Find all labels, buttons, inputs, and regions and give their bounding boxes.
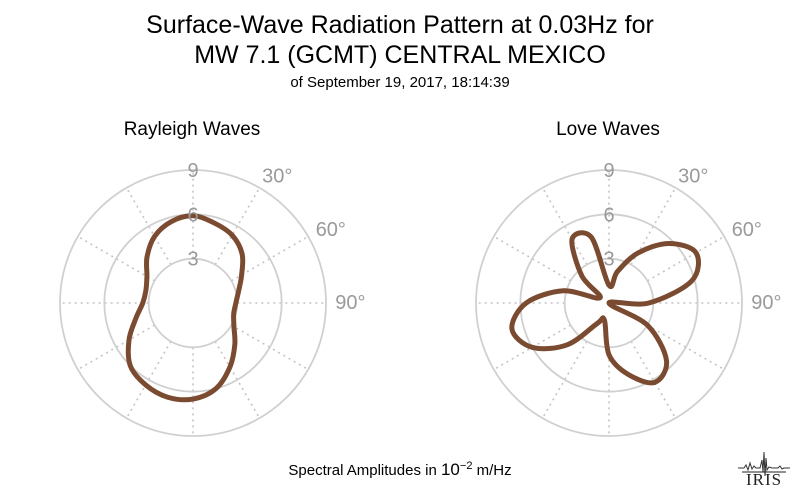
grid-spoke xyxy=(646,324,725,371)
r-tick-label: 6 xyxy=(187,204,198,226)
r-tick-label: 9 xyxy=(603,160,614,182)
chart-title-line-2: MW 7.1 (GCMT) CENTRAL MEXICO xyxy=(194,41,606,69)
grid-spoke xyxy=(630,340,677,419)
iris-logo: IRIS xyxy=(736,438,792,489)
theta-tick-label: 30° xyxy=(678,165,708,187)
footer-units-base: 10 xyxy=(440,460,460,479)
grid-spoke xyxy=(493,235,572,282)
polar-panel-0: 3 6 9 30° 60° 90° xyxy=(59,160,366,437)
grid-spoke xyxy=(214,340,261,419)
theta-tick-label: 90° xyxy=(335,292,365,314)
theta-tick-label: 60° xyxy=(316,219,346,241)
chart-subtitle: of September 19, 2017, 18:14:39 xyxy=(290,74,510,91)
radiation-pattern-line xyxy=(125,213,246,403)
theta-tick-label: 60° xyxy=(732,219,762,241)
grid-ring xyxy=(475,169,743,437)
chart-title-line-1: Surface-Wave Radiation Pattern at 0.03Hz… xyxy=(146,11,654,39)
grid-spoke xyxy=(493,324,572,371)
footer-units-suffix: m/Hz xyxy=(472,462,512,479)
r-tick-label: 6 xyxy=(603,204,614,226)
grid-spoke xyxy=(214,187,261,266)
grid-spoke xyxy=(77,324,156,371)
r-tick-label: 9 xyxy=(187,160,198,182)
iris-logo-text: IRIS xyxy=(746,470,782,488)
grid-spoke xyxy=(541,340,588,419)
r-tick-label: 3 xyxy=(187,249,198,271)
footer-units-prefix: Spectral Amplitudes in xyxy=(288,462,441,479)
grid-spoke xyxy=(646,235,725,282)
grid-spoke xyxy=(230,235,309,282)
footer-units-exponent: −2 xyxy=(459,460,473,472)
rayleigh-panel-title: Rayleigh Waves xyxy=(123,119,261,140)
grid-ring xyxy=(59,169,327,437)
theta-tick-label: 30° xyxy=(262,165,292,187)
polar-panel-1: 3 6 9 30° 60° 90° xyxy=(475,160,782,437)
footer-units-label: Spectral Amplitudes in 10−2 m/Hz xyxy=(0,456,800,481)
grid-spoke xyxy=(541,187,588,266)
r-tick-label: 3 xyxy=(603,249,614,271)
love-panel-title: Love Waves xyxy=(556,119,660,140)
radiation-pattern-line xyxy=(509,230,701,386)
grid-ring xyxy=(147,257,239,349)
grid-spoke xyxy=(77,235,156,282)
grid-spoke xyxy=(630,187,677,266)
grid-spoke xyxy=(125,340,172,419)
seismogram-trace xyxy=(738,451,790,477)
theta-tick-label: 90° xyxy=(751,292,781,314)
grid-ring xyxy=(519,213,699,393)
grid-spoke xyxy=(230,324,309,371)
grid-spoke xyxy=(125,187,172,266)
